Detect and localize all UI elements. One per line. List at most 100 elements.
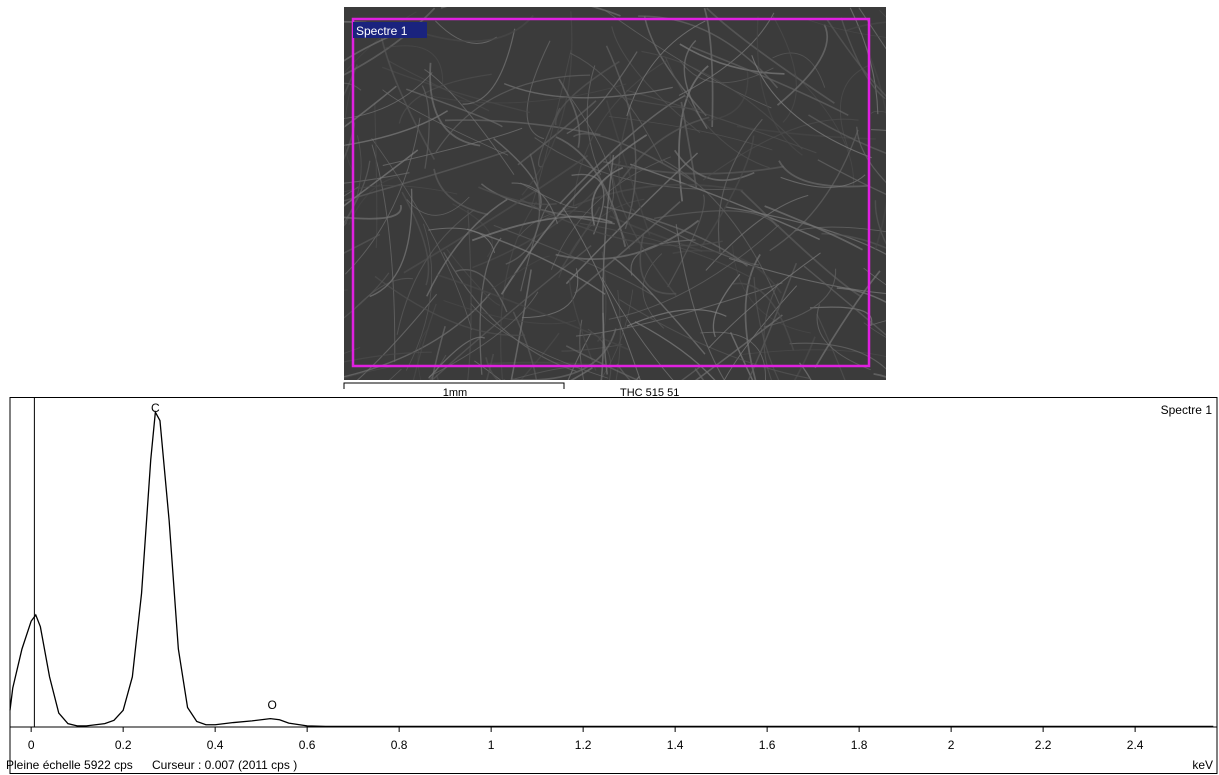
fiber xyxy=(398,73,492,124)
x-tick-label: 0.2 xyxy=(115,738,132,752)
fiber xyxy=(615,289,621,380)
region-label: Spectre 1 xyxy=(356,24,408,38)
fiber xyxy=(371,144,396,362)
fiber xyxy=(429,354,447,380)
fiber xyxy=(732,282,795,351)
fiber xyxy=(756,16,803,156)
peak-label: C xyxy=(151,401,160,415)
fiber xyxy=(717,118,763,252)
fiber xyxy=(421,85,430,169)
fiber xyxy=(736,125,876,140)
fiber xyxy=(694,314,783,380)
fiber xyxy=(562,207,641,380)
fiber xyxy=(382,127,523,167)
x-tick-label: 0.6 xyxy=(299,738,316,752)
fiber xyxy=(817,159,886,195)
fiber xyxy=(466,228,606,295)
fiber xyxy=(344,20,367,24)
fiber xyxy=(526,40,551,140)
fiber xyxy=(406,88,503,128)
fiber xyxy=(565,345,640,380)
fiber xyxy=(519,198,723,247)
fiber xyxy=(401,191,430,286)
fiber xyxy=(521,11,573,196)
fiber xyxy=(772,52,826,88)
fiber xyxy=(772,15,797,123)
fiber xyxy=(558,78,581,148)
fiber xyxy=(503,82,673,99)
fiber xyxy=(517,100,597,166)
fiber xyxy=(344,172,410,184)
fiber xyxy=(344,34,394,62)
fiber xyxy=(490,255,550,290)
x-tick-label: 0.4 xyxy=(207,738,224,752)
fiber xyxy=(798,362,812,380)
fiber xyxy=(634,321,716,380)
fiber xyxy=(412,303,437,380)
fiber xyxy=(426,198,508,297)
x-tick-label: 2.2 xyxy=(1035,738,1052,752)
fiber xyxy=(635,375,640,380)
fiber xyxy=(344,135,362,227)
fiber xyxy=(599,289,634,380)
fiber xyxy=(804,18,886,38)
fiber xyxy=(559,94,686,205)
fiber xyxy=(406,196,470,216)
fiber xyxy=(708,71,749,122)
fiber xyxy=(403,154,589,274)
fiber xyxy=(763,282,779,380)
fiber xyxy=(374,275,526,337)
fiber xyxy=(511,328,617,380)
fiber xyxy=(846,21,886,32)
fiber xyxy=(435,74,591,153)
fiber xyxy=(729,331,754,380)
fiber xyxy=(429,62,481,147)
fiber xyxy=(611,26,701,134)
fiber xyxy=(825,17,886,98)
fiber xyxy=(467,209,472,380)
fiber xyxy=(616,116,710,187)
x-tick-label: 1.8 xyxy=(851,738,868,752)
fiber xyxy=(344,365,396,379)
x-tick-label: 2.4 xyxy=(1127,738,1144,752)
fiber xyxy=(344,272,390,319)
fiber xyxy=(428,83,627,104)
fiber xyxy=(555,219,700,260)
fiber xyxy=(344,64,358,97)
fiber xyxy=(620,96,702,111)
fiber xyxy=(493,224,653,296)
fiber xyxy=(572,59,668,207)
fiber xyxy=(694,368,705,380)
fiber xyxy=(344,110,449,147)
fiber xyxy=(874,200,886,245)
fiber xyxy=(344,77,355,174)
footer-scale: Pleine échelle 5922 cps xyxy=(6,758,133,772)
fiber xyxy=(437,274,630,351)
fiber xyxy=(571,173,605,235)
fiber xyxy=(381,66,530,114)
fiber xyxy=(452,203,493,258)
fiber xyxy=(443,251,577,372)
fiber xyxy=(814,270,881,369)
fiber xyxy=(740,189,862,298)
fiber xyxy=(667,194,705,288)
fiber xyxy=(369,188,413,298)
fiber xyxy=(470,302,609,379)
fiber xyxy=(382,89,509,156)
fiber xyxy=(344,289,348,291)
fiber xyxy=(417,329,428,380)
fiber xyxy=(769,129,859,252)
fiber xyxy=(753,277,780,380)
fiber xyxy=(626,20,706,117)
fiber xyxy=(864,45,886,250)
fiber xyxy=(654,210,778,227)
fiber xyxy=(500,201,538,380)
scale-bar xyxy=(343,382,565,389)
fiber xyxy=(780,174,866,188)
fiber xyxy=(566,51,638,135)
fiber xyxy=(544,183,744,221)
fiber xyxy=(608,116,773,151)
fiber xyxy=(344,347,361,354)
fiber xyxy=(431,325,446,380)
